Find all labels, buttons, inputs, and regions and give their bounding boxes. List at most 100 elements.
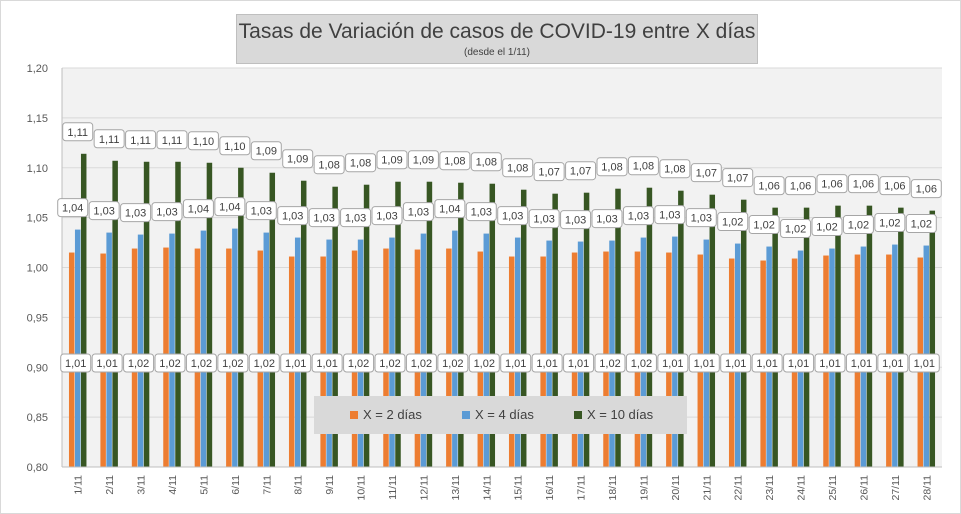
data-label: 1,09 xyxy=(413,155,434,167)
legend-label: X = 2 días xyxy=(363,407,422,422)
bar xyxy=(143,161,150,467)
bar xyxy=(137,234,144,467)
legend-box xyxy=(314,396,687,434)
data-label: 1,10 xyxy=(224,141,245,153)
data-label-box xyxy=(910,179,942,199)
data-label-box xyxy=(816,174,848,194)
data-label-box xyxy=(407,150,439,170)
data-label-box xyxy=(905,214,937,234)
data-label-box xyxy=(533,162,565,182)
y-tick-label: 1,05 xyxy=(27,213,48,225)
data-label: 1,01 xyxy=(819,358,840,370)
data-label-box xyxy=(437,353,469,373)
data-label-box xyxy=(531,353,563,373)
data-label: 1,02 xyxy=(348,358,369,370)
bar xyxy=(332,186,338,467)
data-label-box xyxy=(345,153,377,173)
y-tick-label: 1,10 xyxy=(27,163,48,175)
data-label: 1,01 xyxy=(694,358,715,370)
data-label: 1,11 xyxy=(99,134,120,146)
bar xyxy=(426,181,433,467)
data-label: 1,06 xyxy=(758,181,779,193)
x-tick-label: 19/11 xyxy=(638,475,650,501)
data-label: 1,01 xyxy=(756,358,777,370)
data-label: 1,02 xyxy=(879,218,900,230)
x-tick-label: 10/11 xyxy=(356,475,368,501)
data-label: 1,03 xyxy=(345,213,366,225)
data-label-box xyxy=(308,208,340,228)
data-label-box xyxy=(374,353,406,373)
data-label: 1,02 xyxy=(411,358,432,370)
data-label: 1,08 xyxy=(318,160,339,172)
data-label: 1,11 xyxy=(67,127,88,139)
data-label-box xyxy=(627,156,659,176)
bar xyxy=(835,205,841,467)
data-label-box xyxy=(376,150,408,170)
data-label-box xyxy=(219,136,251,156)
data-label: 1,03 xyxy=(502,211,523,223)
x-tick-label: 12/11 xyxy=(418,475,430,501)
data-label: 1,09 xyxy=(287,154,308,166)
x-tick-label: 3/11 xyxy=(136,475,148,495)
y-tick-label: 0,90 xyxy=(27,362,48,374)
data-label: 1,08 xyxy=(664,164,685,176)
data-label: 1,07 xyxy=(727,173,748,185)
bar xyxy=(106,232,112,467)
x-tick-label: 4/11 xyxy=(167,475,179,495)
bar xyxy=(326,239,332,467)
bar xyxy=(678,190,684,467)
data-label: 1,03 xyxy=(93,206,114,218)
data-label-box xyxy=(591,209,623,229)
data-label-box xyxy=(280,353,312,373)
data-label-box xyxy=(245,201,277,221)
data-label-box xyxy=(343,353,375,373)
data-label: 1,04 xyxy=(62,203,83,215)
data-label-box xyxy=(497,206,529,226)
data-label-box xyxy=(502,158,534,178)
x-tick-label: 5/11 xyxy=(198,475,210,495)
data-label: 1,07 xyxy=(570,166,591,178)
bar xyxy=(300,180,307,467)
data-label-box xyxy=(217,353,249,373)
data-label: 1,08 xyxy=(633,161,654,173)
data-label: 1,02 xyxy=(474,358,495,370)
data-label-box xyxy=(470,152,502,172)
data-label: 1,06 xyxy=(884,181,905,193)
bar xyxy=(514,237,521,467)
data-label-box xyxy=(879,176,911,196)
x-tick-label: 6/11 xyxy=(230,475,242,495)
data-label: 1,06 xyxy=(821,179,842,191)
data-label: 1,10 xyxy=(193,136,214,148)
bar xyxy=(363,184,370,467)
legend: X = 2 días X = 4 días X = 10 días xyxy=(314,396,687,434)
data-label-box xyxy=(722,168,754,188)
chart-subtitle: (desde el 1/11) xyxy=(464,47,530,58)
data-label: 1,08 xyxy=(507,163,528,175)
data-label: 1,02 xyxy=(128,358,149,370)
bar xyxy=(898,207,904,467)
bar xyxy=(520,189,527,467)
data-label: 1,03 xyxy=(659,210,680,222)
bar xyxy=(357,239,364,467)
data-label: 1,06 xyxy=(790,181,811,193)
data-label-box xyxy=(780,219,812,239)
bar xyxy=(232,228,238,467)
y-tick-label: 0,80 xyxy=(27,462,48,474)
data-label-box xyxy=(151,202,183,222)
x-tick-label: 1/11 xyxy=(73,475,85,495)
bar xyxy=(395,181,401,467)
data-label: 1,08 xyxy=(444,156,465,168)
x-tick-label: 28/11 xyxy=(921,475,933,501)
data-label: 1,03 xyxy=(596,214,617,226)
data-label-box xyxy=(468,353,500,373)
data-label-box xyxy=(439,151,471,171)
data-label-box xyxy=(60,353,92,373)
x-tick-label: 8/11 xyxy=(293,475,305,495)
x-tick-label: 13/11 xyxy=(450,475,462,501)
data-label: 1,03 xyxy=(533,214,554,226)
data-label-box xyxy=(371,206,403,226)
bar xyxy=(672,236,678,467)
data-label-box xyxy=(57,198,89,218)
data-label: 1,02 xyxy=(631,358,652,370)
data-label: 1,04 xyxy=(188,204,209,216)
